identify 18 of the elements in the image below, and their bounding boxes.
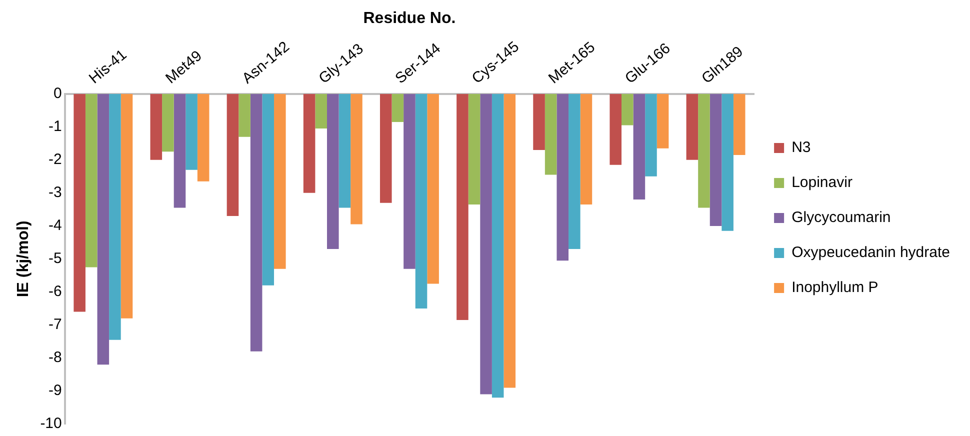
y-tick-label: -4 <box>48 217 62 234</box>
y-tick-label: 0 <box>54 85 62 102</box>
legend-label: Oxypeucedanin hydrate <box>792 244 950 262</box>
legend-label: Lopinavir <box>792 174 852 192</box>
x-axis-title: Residue No. <box>363 10 456 28</box>
y-tick-label: -9 <box>48 382 62 400</box>
y-tick-label: -5 <box>48 250 62 268</box>
y-tick-label: -7 <box>48 316 62 334</box>
y-tick-label: -8 <box>48 349 62 366</box>
legend-label: Glycycoumarin <box>792 209 891 226</box>
y-tick-label: -6 <box>48 283 62 300</box>
y-tick-label: -1 <box>48 118 62 136</box>
y-tick-label: -10 <box>40 415 62 432</box>
y-tick-label: -2 <box>48 151 62 168</box>
legend-label: Inophyllum P <box>792 279 878 296</box>
y-axis-title: IE (kj/mol) <box>15 220 32 298</box>
y-tick-label: -3 <box>48 184 62 202</box>
legend-label: N3 <box>792 139 811 156</box>
